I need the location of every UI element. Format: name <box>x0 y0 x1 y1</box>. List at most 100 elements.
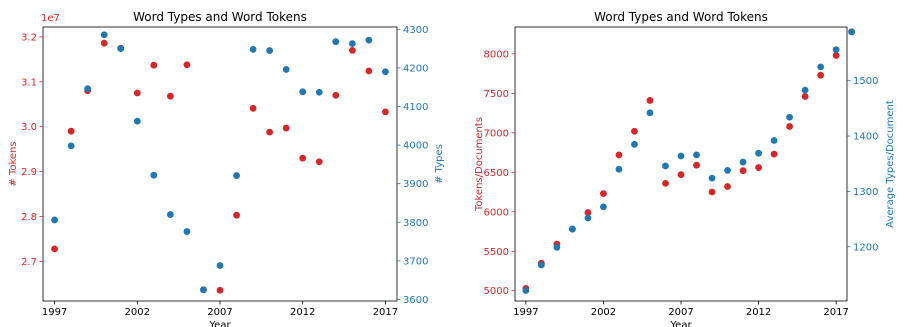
left-y-tick-label: 7500 <box>484 89 509 100</box>
blue-data-point <box>770 137 778 144</box>
red-data-point <box>646 97 654 104</box>
red-data-point <box>382 108 389 116</box>
blue-data-point <box>817 63 825 71</box>
red-data-point <box>348 46 356 54</box>
chart-title: Word Types and Word Tokens <box>133 10 307 24</box>
red-data-point <box>770 150 778 158</box>
red-data-point <box>755 164 762 171</box>
left-y-tick-label: 8000 <box>484 49 509 60</box>
plot-frame <box>514 26 848 302</box>
red-data-point <box>786 123 793 130</box>
chart-title: Word Types and Word Tokens <box>594 10 768 24</box>
right-y-tick-label: 1300 <box>853 187 878 198</box>
red-data-point <box>739 167 747 175</box>
blue-data-point <box>631 140 638 148</box>
blue-data-point <box>166 211 174 218</box>
right-y-tick-label: 4100 <box>403 102 428 113</box>
x-tick-label: 2002 <box>591 307 616 318</box>
red-data-point <box>100 39 108 47</box>
x-tick-label: 2017 <box>823 307 848 318</box>
blue-data-point <box>67 142 75 150</box>
red-data-point <box>615 151 623 159</box>
x-tick-label: 2007 <box>207 307 232 318</box>
red-data-point <box>67 127 75 135</box>
left-axis-offset-label: 1e7 <box>41 13 60 24</box>
red-data-point <box>801 93 809 100</box>
blue-data-point <box>646 109 654 117</box>
blue-data-point <box>615 165 623 173</box>
red-data-point <box>817 71 825 79</box>
red-data-point <box>662 179 669 187</box>
red-data-point <box>282 124 290 132</box>
x-tick-label: 2007 <box>668 307 693 318</box>
blue-data-point <box>755 149 762 157</box>
left-y-tick-label: 5000 <box>484 286 509 297</box>
left-y-tick-label: 2.9 <box>21 167 37 178</box>
blue-data-point <box>233 172 240 179</box>
red-data-point <box>584 209 592 216</box>
right-y-tick-label: 4300 <box>403 25 428 36</box>
left-y-tick-label: 6500 <box>484 168 509 179</box>
blue-data-point <box>84 85 92 93</box>
blue-data-point <box>801 86 809 94</box>
red-data-point <box>266 128 274 136</box>
blue-data-point <box>537 261 545 269</box>
red-data-point <box>708 188 716 196</box>
right-y-tick-label: 3600 <box>403 295 428 306</box>
blue-data-point <box>183 228 191 235</box>
blue-data-point <box>569 225 576 233</box>
x-axis-label: Year <box>208 320 231 327</box>
x-tick-label: 1997 <box>513 307 538 318</box>
blue-data-point <box>332 38 340 46</box>
blue-data-point <box>216 262 224 269</box>
red-data-point <box>315 158 323 166</box>
red-data-point <box>724 183 731 190</box>
blue-data-point <box>382 68 389 76</box>
blue-data-point <box>200 286 207 294</box>
x-tick-label: 2017 <box>373 307 398 318</box>
blue-data-point <box>786 113 793 121</box>
right-y-tick-label: 4000 <box>403 141 428 152</box>
red-data-point <box>133 89 141 97</box>
red-data-point <box>216 286 224 294</box>
left-y-tick-label: 5500 <box>484 247 509 258</box>
blue-data-point <box>662 162 669 170</box>
blue-data-point <box>249 45 257 53</box>
left-y-tick-label: 3.2 <box>21 32 37 43</box>
right-y-axis-label: # Types <box>434 144 445 184</box>
red-data-point <box>332 91 340 99</box>
left-y-axis-label: # Tokens <box>8 141 19 186</box>
blue-data-point <box>100 31 108 39</box>
left-y-tick-label: 3.0 <box>21 122 37 133</box>
blue-data-point <box>348 40 356 47</box>
x-tick-label: 2012 <box>746 307 771 318</box>
red-data-point <box>600 190 607 198</box>
left-y-tick-label: 2.7 <box>21 257 37 268</box>
blue-data-point <box>724 166 731 174</box>
red-data-point <box>832 52 840 59</box>
blue-data-point <box>133 117 141 125</box>
red-data-point <box>365 67 373 75</box>
plot-frame <box>42 26 398 302</box>
left-y-tick-label: 3.1 <box>21 77 37 88</box>
blue-data-point <box>832 46 840 54</box>
right-y-tick-label: 1200 <box>853 242 878 253</box>
right-y-tick-label: 3900 <box>403 179 428 190</box>
blue-data-point <box>708 174 716 182</box>
blue-data-point <box>677 152 685 160</box>
x-tick-label: 1997 <box>42 307 67 318</box>
blue-data-point <box>150 171 158 179</box>
blue-data-point <box>553 243 561 251</box>
right-y-tick-label: 4200 <box>403 63 428 74</box>
red-data-point <box>249 104 257 112</box>
blue-data-point <box>266 47 274 54</box>
blue-data-point <box>600 203 607 211</box>
blue-data-point <box>299 88 307 96</box>
right-y-tick-label: 3700 <box>403 256 428 267</box>
left-y-tick-label: 7000 <box>484 128 509 139</box>
left-y-tick-label: 6000 <box>484 207 509 218</box>
x-tick-label: 2012 <box>290 307 315 318</box>
right-y-tick-label: 1400 <box>853 132 878 143</box>
blue-data-point <box>848 28 856 36</box>
